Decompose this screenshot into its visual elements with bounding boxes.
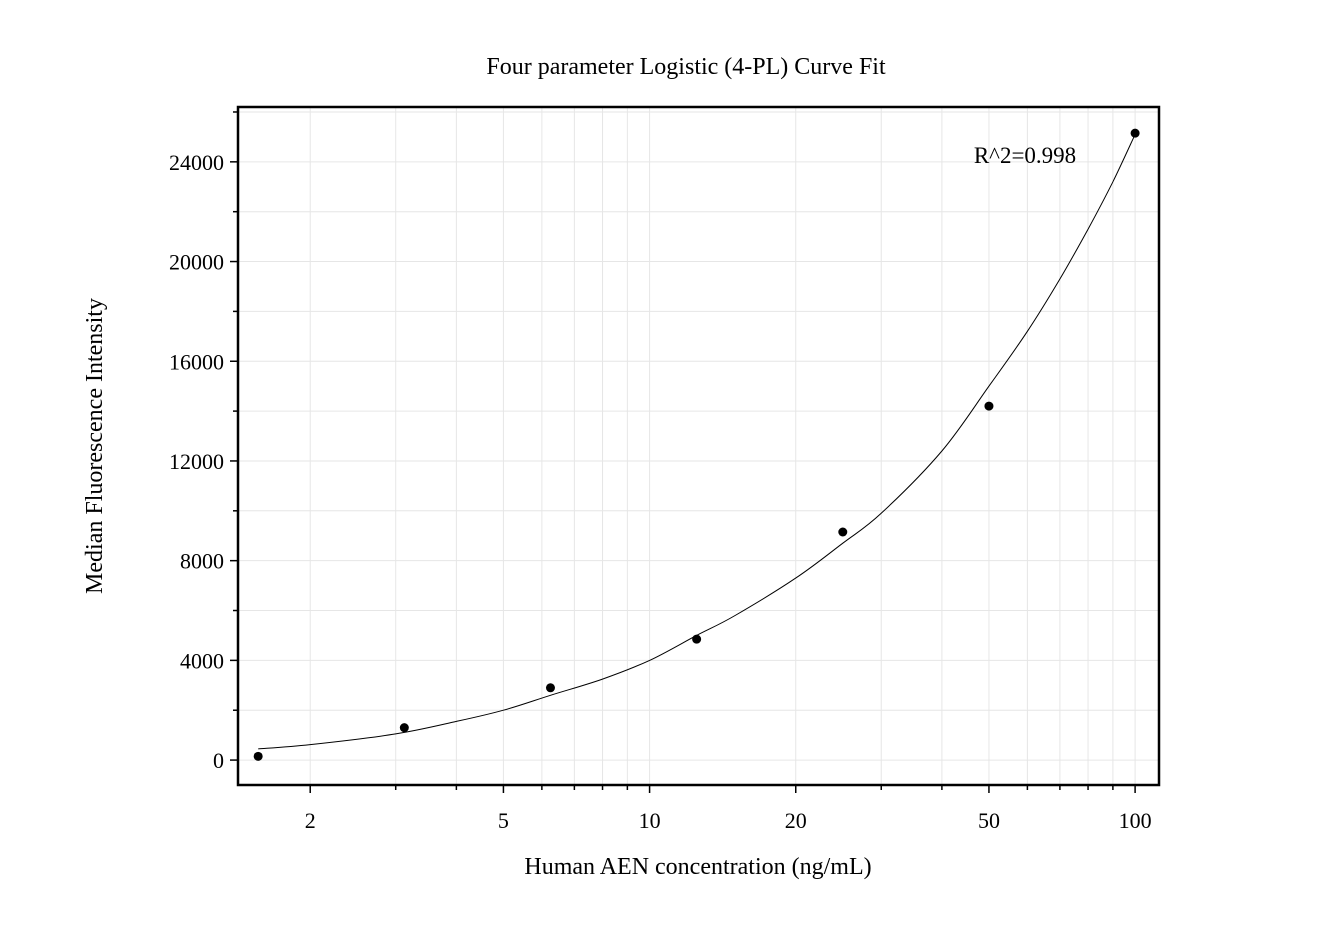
y-tick-label: 24000 [169, 150, 224, 175]
plot-frame [236, 105, 1161, 787]
x-tick-label: 20 [785, 808, 807, 833]
x-tick-label: 2 [305, 808, 316, 833]
x-tick-label: 10 [639, 808, 661, 833]
chart-title: Four parameter Logistic (4-PL) Curve Fit [486, 54, 886, 80]
data-point [984, 401, 994, 411]
r-squared-annotation: R^2=0.998 [974, 143, 1076, 168]
fit-curve-line [258, 134, 1136, 750]
y-tick-label: 20000 [169, 250, 224, 275]
y-axis-ticks: 0 4000 8000 12000 16000 20000 24000 [169, 111, 238, 773]
data-point [1130, 128, 1140, 138]
y-tick-label: 12000 [169, 449, 224, 474]
y-tick-label: 16000 [169, 349, 224, 374]
data-point [545, 683, 555, 693]
x-tick-label: 100 [1119, 808, 1152, 833]
data-point [692, 634, 702, 644]
x-axis-ticks: 2 5 10 20 50 100 [305, 785, 1152, 833]
x-tick-label: 50 [978, 808, 1000, 833]
y-tick-label: 8000 [180, 549, 224, 574]
x-axis-label: Human AEN concentration (ng/mL) [524, 854, 871, 880]
x-tick-label: 5 [498, 808, 509, 833]
data-points [253, 128, 1140, 761]
y-tick-label: 0 [213, 748, 224, 773]
data-point [253, 751, 263, 761]
data-point [838, 527, 848, 537]
y-axis-label: Median Fluorescence Intensity [82, 298, 108, 594]
grid-lines [238, 107, 1159, 785]
y-tick-label: 4000 [180, 648, 224, 673]
data-point [399, 723, 409, 733]
